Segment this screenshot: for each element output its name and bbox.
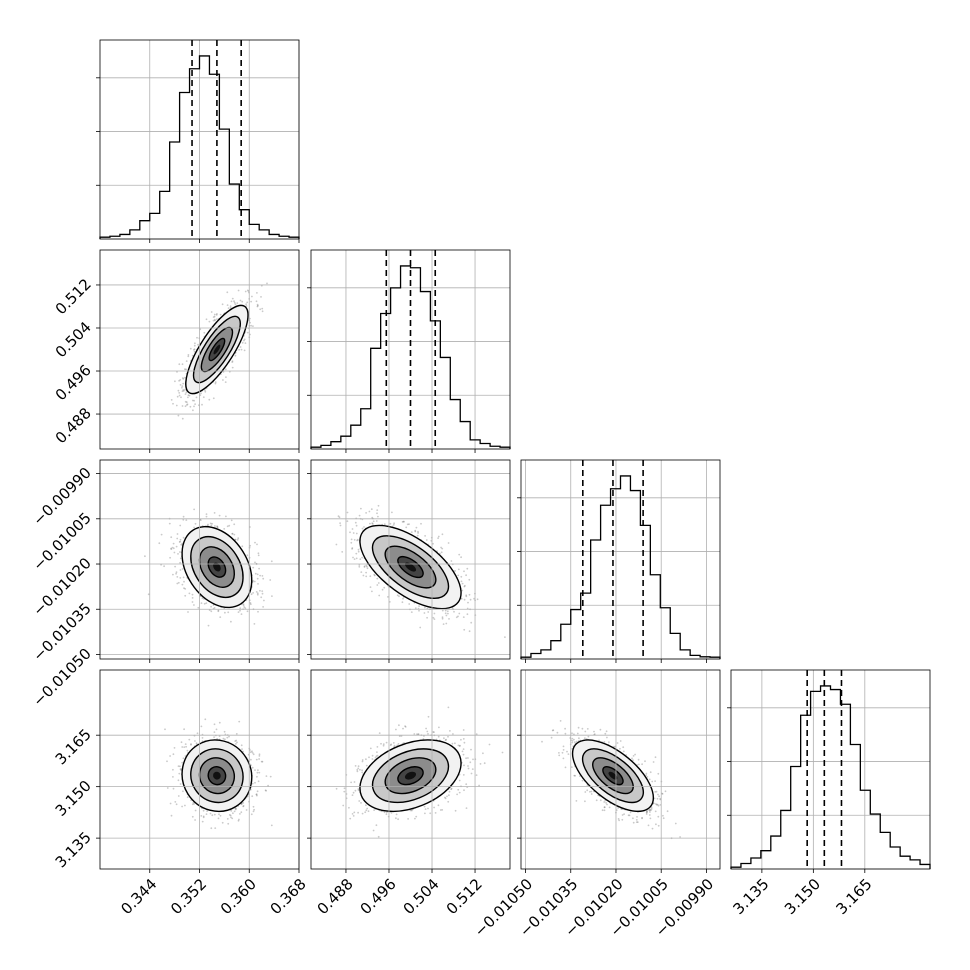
contour-line [192,315,241,384]
contour-line [198,546,236,588]
panel-3-3 [727,669,931,873]
panel-2-0 [96,459,300,663]
x-tick-label: 0.352 [167,875,210,918]
contour-line [359,524,462,610]
contour-line [359,739,462,813]
panel-frame [310,669,511,870]
y-tick-label: 0.496 [52,361,95,404]
contour-line [208,337,226,362]
panel-3-2 [517,669,721,873]
contour-line [592,757,634,795]
contour-line [207,556,227,578]
contour-line [198,757,236,795]
contour-line [190,536,244,599]
y-tick-label: 0.512 [52,275,95,318]
panel-frame [99,249,300,450]
x-tick-label: 0.488 [314,875,357,918]
panel-1-0 [96,249,300,453]
density-level [404,771,417,780]
panel-1-1 [307,249,511,453]
panel-frame [730,669,931,870]
y-tick-label: 0.488 [52,404,95,447]
density-level [213,562,221,572]
x-tick-label: 0.368 [267,875,310,918]
x-tick-label: 0.512 [443,875,486,918]
contour-line [581,748,644,804]
contour-line [190,748,244,804]
x-tick-label: 3.165 [832,875,875,918]
panel-frame [310,459,511,660]
contour-line [571,739,655,813]
y-tick-label: 3.165 [52,725,95,768]
contour-line [602,766,624,786]
panel-3-1 [307,669,511,873]
contour-line [185,304,249,395]
contour-line [207,766,227,786]
x-tick-label: 0.496 [357,875,400,918]
x-tick-label: 3.150 [781,875,824,918]
histogram-0 [99,55,300,239]
density-level [213,344,221,355]
contour-line [384,757,437,795]
contour-line [181,525,253,609]
x-tick-label: 0.360 [217,875,260,918]
contour-line [397,766,424,786]
density-level [608,771,618,780]
panel-frame [99,669,300,870]
density-level [213,771,221,780]
contour-line [397,555,424,579]
y-tick-label: 0.504 [52,318,95,361]
contour-line [181,739,253,813]
panel-frame [520,669,721,870]
x-tick-label: 0.504 [400,875,443,918]
density-level [404,562,417,572]
contour-line [384,545,437,589]
histogram-2 [520,475,721,659]
panel-0-0 [96,39,300,243]
y-tick-label: 3.150 [52,777,95,820]
histogram-1 [310,265,511,449]
x-tick-label: 3.135 [730,875,773,918]
contour-line [371,535,450,599]
panel-frame [520,459,721,660]
panel-2-2 [517,459,721,663]
panel-2-1 [307,459,511,663]
histogram-3 [730,685,931,869]
panel-3-0 [96,669,300,873]
panel-frame [310,249,511,450]
x-tick-label: 0.344 [117,875,160,918]
panel-frame [99,459,300,660]
y-tick-label: 3.135 [52,828,95,871]
panel-frame [99,39,300,240]
contour-line [371,748,450,804]
